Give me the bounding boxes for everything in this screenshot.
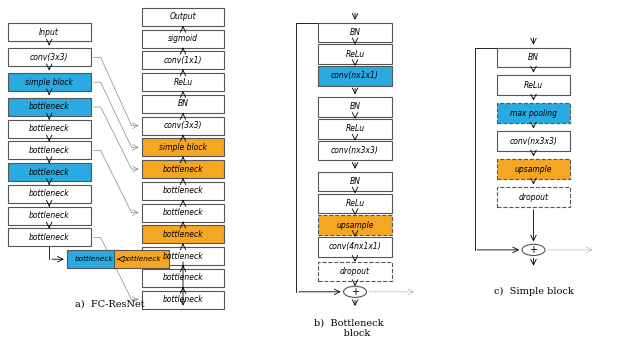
Text: bottleneck: bottleneck xyxy=(29,102,70,112)
FancyBboxPatch shape xyxy=(319,66,392,86)
FancyBboxPatch shape xyxy=(319,44,392,64)
Text: BN: BN xyxy=(349,177,360,186)
FancyBboxPatch shape xyxy=(8,23,91,42)
FancyBboxPatch shape xyxy=(8,142,91,160)
FancyBboxPatch shape xyxy=(141,138,225,156)
Text: simple block: simple block xyxy=(159,143,207,152)
Text: ReLu: ReLu xyxy=(346,199,365,208)
Text: ReLu: ReLu xyxy=(173,78,193,87)
Text: bottleneck: bottleneck xyxy=(29,211,70,220)
Text: bottleneck: bottleneck xyxy=(29,190,70,198)
FancyBboxPatch shape xyxy=(497,187,570,207)
FancyBboxPatch shape xyxy=(141,203,225,222)
FancyBboxPatch shape xyxy=(141,182,225,200)
Text: dropout: dropout xyxy=(340,267,370,276)
Text: upsample: upsample xyxy=(515,165,552,174)
FancyBboxPatch shape xyxy=(141,51,225,69)
Text: bottleneck: bottleneck xyxy=(163,230,204,239)
FancyBboxPatch shape xyxy=(141,30,225,48)
Text: BN: BN xyxy=(177,99,189,108)
Text: bottleneck: bottleneck xyxy=(74,256,113,262)
FancyBboxPatch shape xyxy=(8,163,91,181)
Text: a)  FC-ResNet: a) FC-ResNet xyxy=(75,300,145,309)
Text: bottleneck: bottleneck xyxy=(163,251,204,261)
FancyBboxPatch shape xyxy=(141,117,225,135)
FancyBboxPatch shape xyxy=(319,237,392,257)
Text: ReLu: ReLu xyxy=(524,81,543,90)
FancyBboxPatch shape xyxy=(141,225,225,243)
Text: Input: Input xyxy=(39,28,59,37)
FancyBboxPatch shape xyxy=(115,250,169,268)
Text: conv(3x3): conv(3x3) xyxy=(30,53,68,62)
Text: bottleneck: bottleneck xyxy=(29,233,70,242)
Text: +: + xyxy=(351,287,359,297)
Text: conv(3x3): conv(3x3) xyxy=(164,121,202,130)
FancyBboxPatch shape xyxy=(67,250,121,268)
FancyBboxPatch shape xyxy=(319,262,392,282)
FancyBboxPatch shape xyxy=(141,291,225,309)
Text: ReLu: ReLu xyxy=(346,124,365,133)
FancyBboxPatch shape xyxy=(8,48,91,66)
FancyBboxPatch shape xyxy=(141,73,225,91)
Text: BN: BN xyxy=(349,28,360,37)
Text: bottleneck: bottleneck xyxy=(163,273,204,282)
FancyBboxPatch shape xyxy=(319,172,392,191)
Text: conv(1x1): conv(1x1) xyxy=(164,56,202,65)
Text: bottleneck: bottleneck xyxy=(163,208,204,217)
Text: bottleneck: bottleneck xyxy=(163,165,204,174)
Text: sigmoid: sigmoid xyxy=(168,34,198,43)
Text: bottleneck: bottleneck xyxy=(29,124,70,133)
FancyBboxPatch shape xyxy=(319,97,392,117)
FancyBboxPatch shape xyxy=(8,185,91,203)
FancyBboxPatch shape xyxy=(141,95,225,113)
Text: b)  Bottleneck
     block: b) Bottleneck block xyxy=(314,318,383,338)
FancyBboxPatch shape xyxy=(141,269,225,287)
FancyBboxPatch shape xyxy=(8,98,91,116)
Circle shape xyxy=(344,286,367,297)
Text: c)  Simple block: c) Simple block xyxy=(493,287,573,296)
FancyBboxPatch shape xyxy=(8,207,91,225)
Text: ReLu: ReLu xyxy=(346,50,365,59)
Text: conv(nx3x3): conv(nx3x3) xyxy=(509,137,557,146)
Text: conv(4nx1x1): conv(4nx1x1) xyxy=(329,242,381,251)
FancyBboxPatch shape xyxy=(319,23,392,42)
Text: bottleneck: bottleneck xyxy=(163,186,204,195)
Text: bottleneck: bottleneck xyxy=(163,295,204,304)
FancyBboxPatch shape xyxy=(141,8,225,26)
Text: bottleneck: bottleneck xyxy=(122,256,161,262)
Text: Output: Output xyxy=(170,13,196,21)
FancyBboxPatch shape xyxy=(497,131,570,151)
Text: conv(nx3x3): conv(nx3x3) xyxy=(331,146,379,155)
FancyBboxPatch shape xyxy=(8,73,91,91)
Text: +: + xyxy=(529,245,538,255)
Text: upsample: upsample xyxy=(336,220,374,230)
FancyBboxPatch shape xyxy=(319,194,392,213)
FancyBboxPatch shape xyxy=(141,247,225,265)
Text: simple block: simple block xyxy=(25,78,73,87)
FancyBboxPatch shape xyxy=(497,75,570,95)
Text: max pooling: max pooling xyxy=(510,109,557,118)
FancyBboxPatch shape xyxy=(319,141,392,160)
FancyBboxPatch shape xyxy=(319,215,392,235)
FancyBboxPatch shape xyxy=(319,119,392,139)
Text: bottleneck: bottleneck xyxy=(29,168,70,177)
FancyBboxPatch shape xyxy=(8,228,91,246)
FancyBboxPatch shape xyxy=(141,160,225,178)
FancyBboxPatch shape xyxy=(497,159,570,179)
FancyBboxPatch shape xyxy=(497,48,570,67)
FancyBboxPatch shape xyxy=(8,120,91,138)
Text: dropout: dropout xyxy=(518,193,548,201)
Circle shape xyxy=(522,244,545,256)
Text: BN: BN xyxy=(349,102,360,112)
Text: conv(nx1x1): conv(nx1x1) xyxy=(331,71,379,80)
Text: bottleneck: bottleneck xyxy=(29,146,70,155)
Text: BN: BN xyxy=(528,53,539,62)
FancyBboxPatch shape xyxy=(497,103,570,123)
